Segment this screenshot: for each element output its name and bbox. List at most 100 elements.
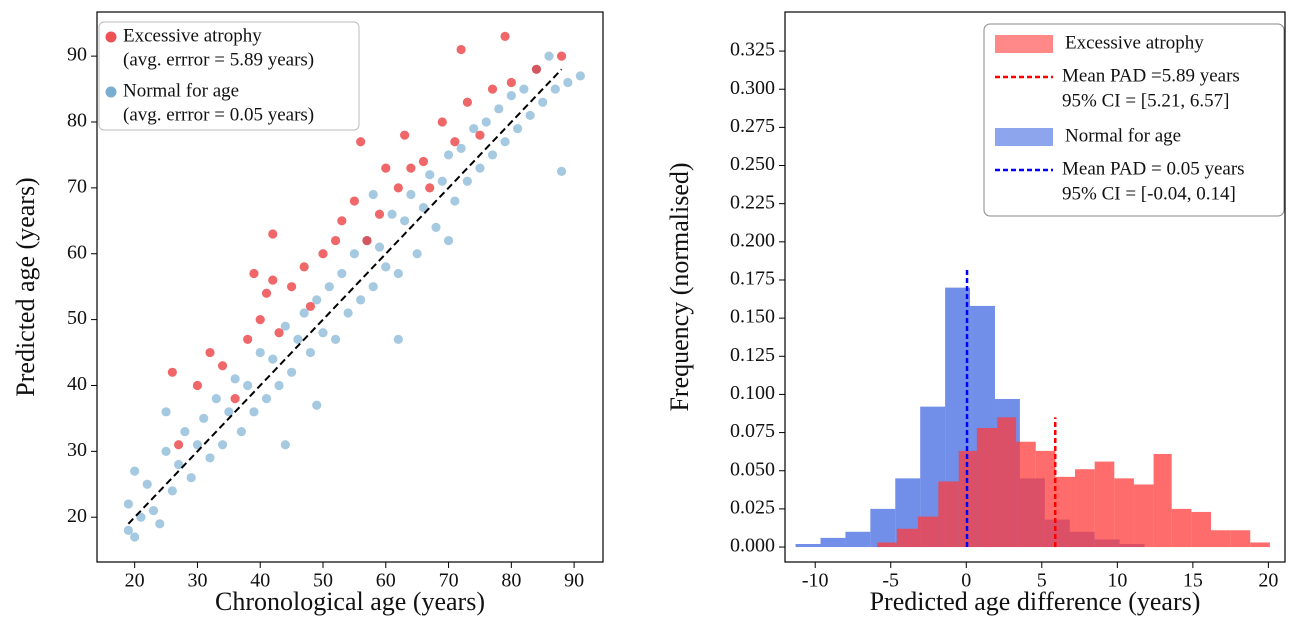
scatter-point xyxy=(261,394,272,404)
histogram-bar xyxy=(877,542,897,548)
histogram-bar xyxy=(870,508,896,548)
histogram-bar xyxy=(1191,511,1211,548)
histogram-bar xyxy=(917,516,939,548)
y-tick-label: 0.025 xyxy=(730,496,775,518)
scatter-point xyxy=(487,150,498,160)
scatter-point xyxy=(425,183,435,193)
y-tick-label: 0.200 xyxy=(730,229,775,251)
scatter-point xyxy=(387,209,397,219)
scatter-point xyxy=(418,156,429,167)
scatter-point xyxy=(249,268,259,279)
x-tick-label: 90 xyxy=(564,570,584,592)
scatter-point xyxy=(312,400,322,410)
scatter-point xyxy=(180,426,190,437)
histogram-bar xyxy=(845,531,871,548)
scatter-point xyxy=(337,216,347,226)
scatter-point xyxy=(337,268,347,279)
y-tick-label: 0.225 xyxy=(730,191,775,213)
scatter-point xyxy=(393,183,403,193)
y-tick-label: 0.300 xyxy=(730,77,775,99)
scatter-point xyxy=(142,479,152,489)
scatter-point xyxy=(356,137,366,147)
y-tick-label: 0.125 xyxy=(730,344,775,366)
scatter-point xyxy=(450,137,460,147)
legend-note: (avg. errror = 5.89 years) xyxy=(123,49,314,70)
scatter-point xyxy=(531,64,542,74)
scatter-point xyxy=(525,110,535,121)
scatter-point xyxy=(500,137,510,147)
y-tick-label: 20 xyxy=(67,505,87,527)
scatter-point xyxy=(255,347,265,358)
scatter-point xyxy=(563,77,573,88)
scatter-point xyxy=(349,196,359,206)
scatter-point xyxy=(544,51,554,61)
scatter-point xyxy=(362,235,372,246)
scatter-point xyxy=(330,334,341,344)
scatter-point xyxy=(412,249,422,259)
scatter-point xyxy=(205,347,215,358)
y-tick-label: 0.075 xyxy=(730,420,775,442)
scatter-point xyxy=(305,347,316,358)
histogram-bar xyxy=(1114,478,1134,548)
y-tick-label: 0.000 xyxy=(730,535,775,557)
scatter-point xyxy=(261,288,272,298)
scatter-point xyxy=(506,91,516,101)
x-tick-label: -5 xyxy=(882,570,899,592)
histogram-bar xyxy=(1210,530,1231,548)
scatter-point xyxy=(280,321,290,331)
scatter-point xyxy=(381,163,391,173)
y-tick-label: 80 xyxy=(67,110,87,132)
scatter-point xyxy=(349,249,359,259)
legend-box xyxy=(98,21,360,131)
scatter-point xyxy=(443,150,454,160)
scatter-point xyxy=(374,242,385,252)
scatter-point xyxy=(255,315,265,325)
legend-box xyxy=(983,23,1285,217)
scatter-point xyxy=(318,249,328,259)
scatter-point xyxy=(462,176,472,186)
y-tick-label: 0.325 xyxy=(730,39,775,61)
legend-label: Mean PAD =5.89 years xyxy=(1062,65,1240,86)
scatter-point xyxy=(487,84,498,94)
scatter-point xyxy=(287,367,297,377)
scatter-point xyxy=(318,328,328,338)
y-tick-label: 70 xyxy=(67,175,87,197)
scatter-point xyxy=(299,262,309,272)
histogram-bar xyxy=(820,537,846,548)
scatter-point xyxy=(268,229,278,239)
scatter-point xyxy=(274,328,284,338)
y-tick-label: 0.175 xyxy=(730,268,775,290)
scatter-point xyxy=(475,130,485,140)
scatter-point xyxy=(324,282,334,292)
scatter-point xyxy=(556,166,567,177)
scatter-point xyxy=(443,235,454,246)
scatter-point xyxy=(224,407,234,417)
y-tick-label: 0.100 xyxy=(730,382,775,404)
legend-label: Normal for age xyxy=(123,80,239,101)
y-tick-label: 50 xyxy=(67,307,87,329)
y-axis-label: Frequency (normalised) xyxy=(665,162,694,411)
scatter-point xyxy=(381,262,391,272)
x-tick-label: 20 xyxy=(1258,570,1278,592)
histogram-bar xyxy=(1133,484,1154,548)
histogram-bar xyxy=(1250,542,1270,548)
x-tick-label: 15 xyxy=(1183,570,1203,592)
scatter-point xyxy=(192,380,203,391)
x-tick-label: 30 xyxy=(187,570,207,592)
scatter-point xyxy=(155,519,165,529)
scatter-point xyxy=(205,453,215,463)
histogram-bar xyxy=(1016,441,1036,548)
histogram-bar xyxy=(1153,453,1172,548)
scatter-point xyxy=(186,473,196,483)
scatter-point xyxy=(368,282,378,292)
legend-patch xyxy=(995,128,1053,146)
scatter-point xyxy=(450,196,460,206)
x-tick-label: 80 xyxy=(501,570,521,592)
scatter-point xyxy=(293,334,303,344)
x-tick-label: 70 xyxy=(439,570,459,592)
scatter-point xyxy=(148,506,159,516)
y-tick-label: 60 xyxy=(67,241,87,263)
scatter-point xyxy=(556,51,567,61)
x-tick-label: -10 xyxy=(802,570,829,592)
